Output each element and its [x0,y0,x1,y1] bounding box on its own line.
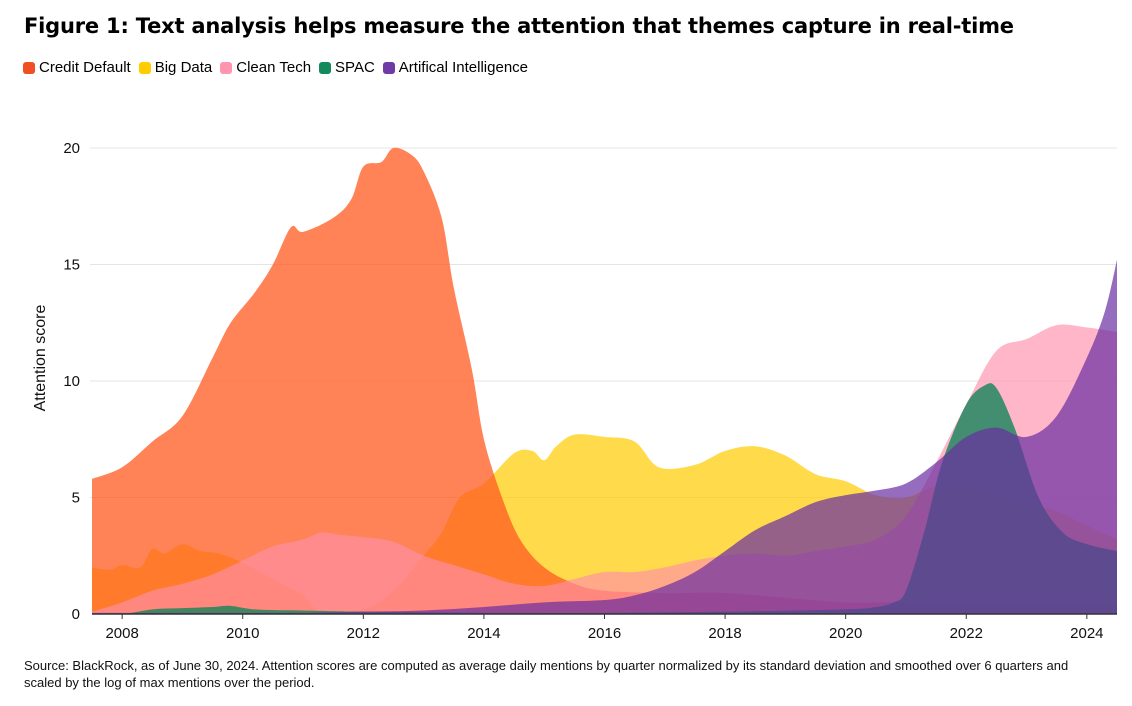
y-tick-label: 0 [72,606,80,623]
legend-label: Clean Tech [236,59,312,76]
x-tick-label: 2012 [347,625,380,642]
legend-label: Artifical Intelligence [398,59,529,76]
legend-label: Big Data [154,59,213,76]
x-tick-label: 2010 [226,625,259,642]
area-credit-default [92,147,1117,614]
legend-swatch [319,61,332,74]
legend-label: Credit Default [39,59,131,76]
x-tick-label: 2018 [708,625,741,642]
x-tick-label: 2024 [1070,625,1103,642]
chart-title: Figure 1: Text analysis helps measure th… [24,14,1014,38]
y-tick-label: 5 [72,490,80,507]
axes: 0 5 10 15 20 2008 2010 2012 2014 2016 2018 2020 2022… [63,140,1117,642]
chart-svg: 0 5 10 15 20 2008 2010 2012 2014 2016 2018 2020 2022… [32,140,1117,642]
x-tick-label: 2008 [105,625,138,642]
x-tick-label: 2016 [588,625,621,642]
legend-item-credit-default: Credit Default [23,59,131,76]
legend-swatch [382,61,395,74]
legend-swatch [23,61,35,74]
y-tick-label: 10 [63,373,80,390]
y-axis-label: Attention score [32,305,49,412]
legend: Credit Default Big Data Clean Tech SPAC Arti… [23,59,536,76]
y-tick-label: 15 [63,257,80,274]
legend-swatch [220,61,233,74]
x-tick-label: 2014 [467,625,500,642]
legend-item-clean-tech: Clean Tech [220,59,311,76]
y-tick-label: 20 [63,140,80,157]
x-tick-label: 2020 [829,625,862,642]
area-artifical-intelligence [92,259,1117,614]
legend-item-artifical-intelligence: Artifical Intelligence [382,59,529,76]
x-tick-label: 2022 [950,625,983,642]
legend-item-big-data: Big Data [138,59,213,76]
legend-item-spac: SPAC [319,59,375,76]
legend-swatch [138,61,151,74]
source-note: Source: BlackRock, as of June 30, 2024. … [24,658,1069,690]
area-series [92,147,1117,615]
legend-label: SPAC [335,59,375,76]
area-clean-tech [92,324,1117,614]
